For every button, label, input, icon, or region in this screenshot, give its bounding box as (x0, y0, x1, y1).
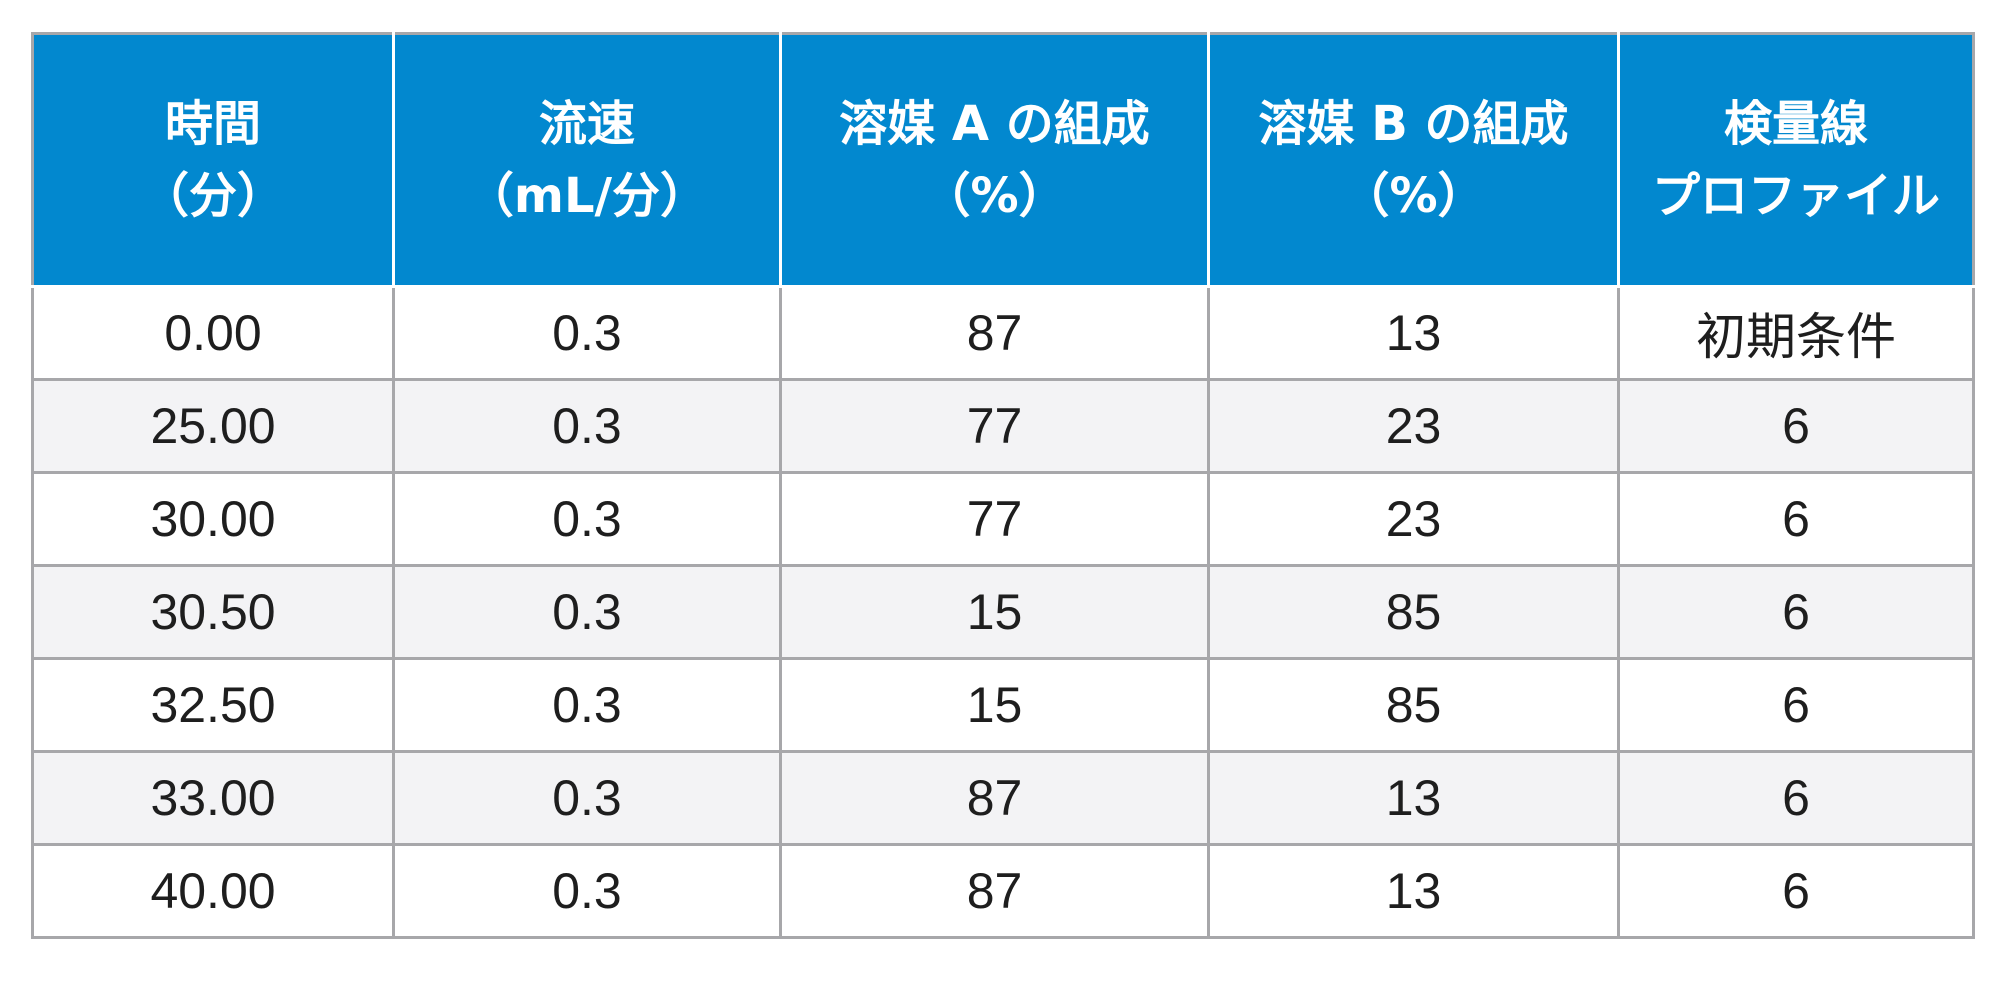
table-row: 0.00 0.3 87 13 初期条件 (31, 285, 1975, 381)
cell-solvent-b: 85 (1207, 657, 1620, 753)
cell-solvent-a: 77 (779, 471, 1210, 567)
cell-solvent-b: 85 (1207, 564, 1620, 660)
header-solvent-b: 溶媒 B の組成 （%） (1207, 32, 1620, 288)
cell-flow-rate: 0.3 (392, 471, 782, 567)
table-row: 32.50 0.3 15 85 6 (31, 657, 1975, 753)
cell-solvent-b: 13 (1207, 750, 1620, 846)
header-solvent-a-label: 溶媒 A の組成 (839, 96, 1150, 152)
table-row: 30.00 0.3 77 23 6 (31, 471, 1975, 567)
header-time-unit: （分） (140, 168, 285, 224)
header-curve-profile-label-2: プロファイル (1651, 168, 1940, 224)
cell-solvent-b: 23 (1207, 471, 1620, 567)
cell-flow-rate: 0.3 (392, 750, 782, 846)
cell-curve-profile: 6 (1617, 750, 1975, 846)
header-time-label: 時間 (164, 96, 261, 152)
table-row: 25.00 0.3 77 23 6 (31, 378, 1975, 474)
cell-solvent-a: 87 (779, 285, 1210, 381)
header-flow-rate-label: 流速 (538, 96, 635, 152)
cell-time: 30.00 (31, 471, 395, 567)
cell-time: 33.00 (31, 750, 395, 846)
cell-curve-profile: 6 (1617, 843, 1975, 939)
cell-time: 0.00 (31, 285, 395, 381)
header-solvent-b-unit: （%） (1341, 168, 1486, 224)
cell-time: 30.50 (31, 564, 395, 660)
cell-solvent-b: 23 (1207, 378, 1620, 474)
cell-time: 40.00 (31, 843, 395, 939)
cell-time: 32.50 (31, 657, 395, 753)
cell-solvent-b: 13 (1207, 843, 1620, 939)
header-flow-rate-unit: （mL/分） (465, 168, 709, 224)
cell-solvent-a: 15 (779, 657, 1210, 753)
cell-solvent-a: 87 (779, 843, 1210, 939)
cell-solvent-a: 77 (779, 378, 1210, 474)
table-body: 0.00 0.3 87 13 初期条件 25.00 0.3 77 23 6 30… (31, 285, 1975, 939)
header-solvent-b-label: 溶媒 B の組成 (1258, 96, 1569, 152)
header-time: 時間 （分） (31, 32, 395, 288)
header-flow-rate: 流速 （mL/分） (392, 32, 782, 288)
table-row: 33.00 0.3 87 13 6 (31, 750, 1975, 846)
table-row: 40.00 0.3 87 13 6 (31, 843, 1975, 939)
header-curve-profile-label: 検量線 (1723, 96, 1868, 152)
gradient-table-container: 時間 （分） 流速 （mL/分） 溶媒 A の組成 （%） 溶媒 B の組成 （… (31, 32, 1975, 939)
table-row: 30.50 0.3 15 85 6 (31, 564, 1975, 660)
header-solvent-a: 溶媒 A の組成 （%） (779, 32, 1210, 288)
header-solvent-a-unit: （%） (922, 168, 1067, 224)
cell-flow-rate: 0.3 (392, 378, 782, 474)
cell-solvent-a: 87 (779, 750, 1210, 846)
cell-flow-rate: 0.3 (392, 843, 782, 939)
cell-flow-rate: 0.3 (392, 657, 782, 753)
header-row: 時間 （分） 流速 （mL/分） 溶媒 A の組成 （%） 溶媒 B の組成 （… (31, 32, 1975, 288)
cell-curve-profile: 6 (1617, 657, 1975, 753)
cell-curve-profile: 初期条件 (1617, 285, 1975, 381)
header-curve-profile: 検量線 プロファイル (1617, 32, 1975, 288)
cell-curve-profile: 6 (1617, 564, 1975, 660)
cell-time: 25.00 (31, 378, 395, 474)
cell-curve-profile: 6 (1617, 378, 1975, 474)
gradient-table: 時間 （分） 流速 （mL/分） 溶媒 A の組成 （%） 溶媒 B の組成 （… (31, 32, 1975, 939)
cell-solvent-b: 13 (1207, 285, 1620, 381)
cell-curve-profile: 6 (1617, 471, 1975, 567)
cell-solvent-a: 15 (779, 564, 1210, 660)
cell-flow-rate: 0.3 (392, 285, 782, 381)
table-header: 時間 （分） 流速 （mL/分） 溶媒 A の組成 （%） 溶媒 B の組成 （… (31, 32, 1975, 288)
cell-flow-rate: 0.3 (392, 564, 782, 660)
